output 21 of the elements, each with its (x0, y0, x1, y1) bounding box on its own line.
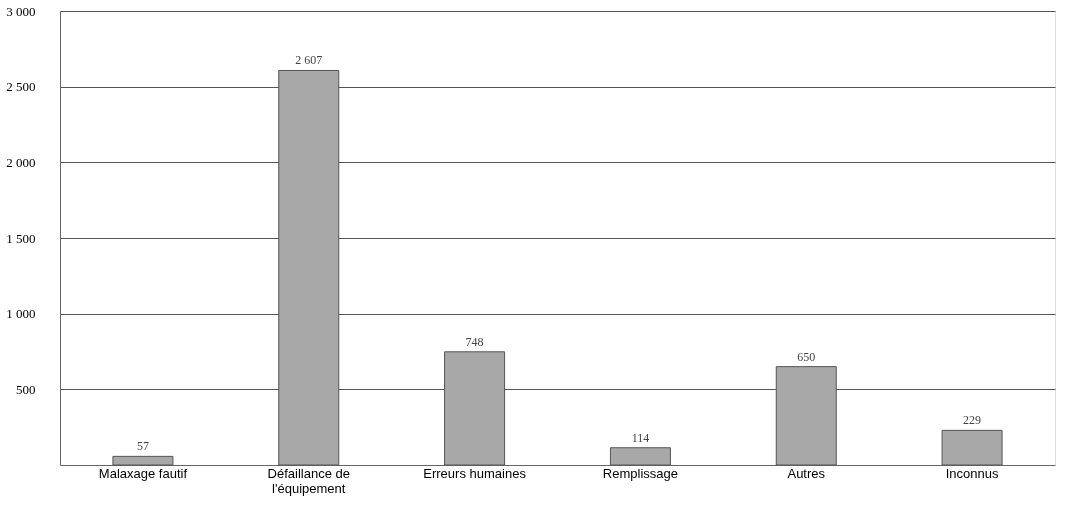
x-tick-label: Inconnus (945, 465, 999, 481)
bar (609, 447, 671, 466)
x-tick-label: Erreurs humaines (423, 465, 527, 481)
x-tick-label: Malaxage fautif (98, 465, 188, 481)
y-tick-label: 3 000 (6, 3, 36, 19)
data-label: 748 (465, 334, 484, 349)
data-label: 229 (963, 413, 982, 428)
data-label: 114 (631, 430, 650, 445)
y-tick-label: 500 (16, 381, 36, 397)
bar (941, 429, 1003, 466)
data-label: 2 607 (295, 53, 323, 68)
y-tick-label: 2 000 (6, 154, 36, 170)
x-tick-label: Autres (787, 465, 826, 481)
x-tick-label: Remplissage (602, 465, 678, 481)
x-tick-label: Défaillance de l'équipement (267, 465, 350, 496)
y-tick-label: 2 500 (6, 79, 36, 95)
data-label: 650 (797, 349, 816, 364)
y-tick-label: 1 500 (6, 230, 36, 246)
y-tick-label: 1 000 (6, 306, 36, 322)
data-label: 57 (136, 439, 149, 454)
bar (112, 455, 174, 466)
